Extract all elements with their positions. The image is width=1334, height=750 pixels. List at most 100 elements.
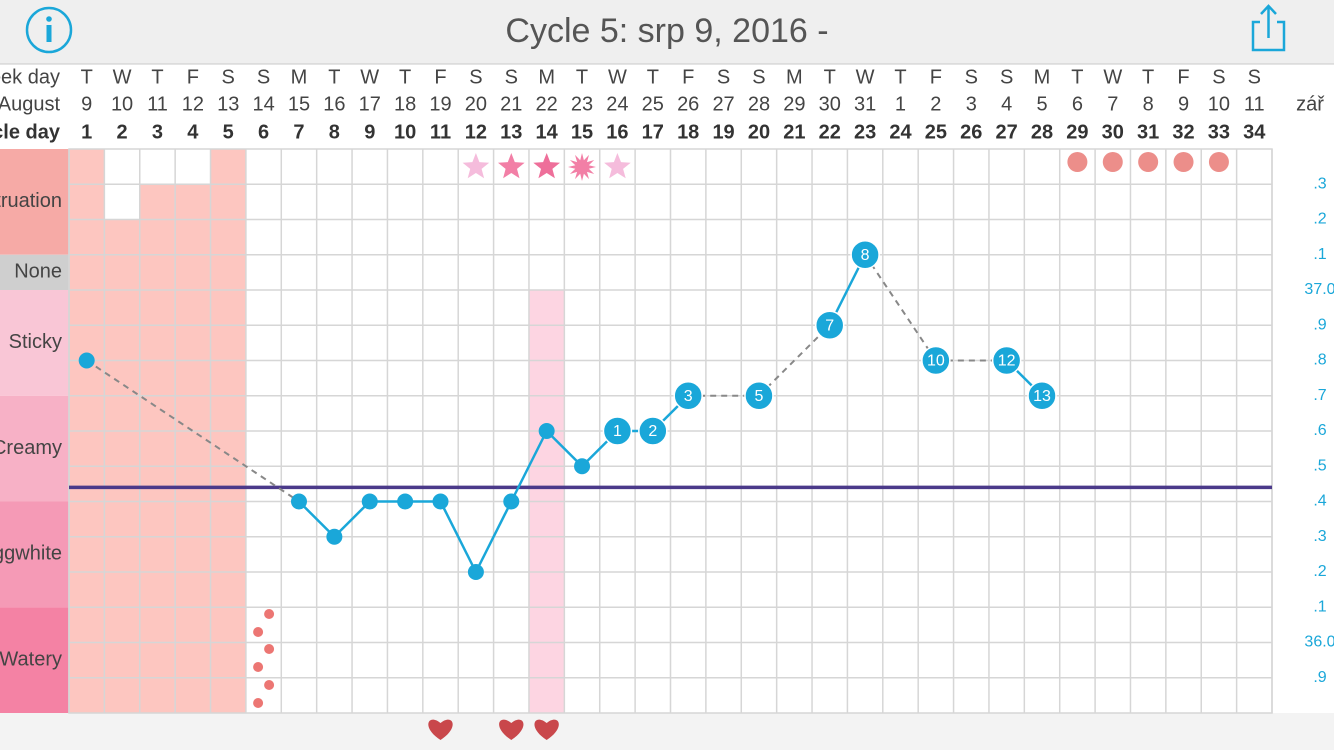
weekday-label: W	[360, 66, 379, 88]
date-label: 13	[217, 93, 239, 115]
weekday-label: T	[824, 66, 836, 88]
test-burst	[568, 153, 596, 181]
date-label: 28	[748, 93, 770, 115]
cycle-title: Cycle 5: srp 9, 2016 -	[505, 12, 828, 50]
date-label: 3	[966, 93, 977, 115]
chart: Menstruation None Sticky Creamy Eggwhite Wate…	[0, 66, 1334, 740]
cycle-day-label: 26	[960, 121, 982, 143]
row-label: August	[0, 93, 60, 115]
cycle-day-label: 19	[712, 121, 734, 143]
temp-point	[638, 416, 668, 446]
date-label: 16	[323, 93, 345, 115]
spotting-dot	[264, 680, 275, 690]
temp-point-label: 2	[648, 423, 657, 440]
weekday-label: M	[1034, 66, 1051, 88]
temp-point	[326, 528, 343, 545]
share-button[interactable]	[1251, 4, 1286, 52]
temp-gap-segment	[86, 359, 300, 503]
date-label: 31	[854, 93, 876, 115]
date-label: 15	[288, 93, 310, 115]
cycle-day-label: 7	[293, 121, 304, 143]
footer-strip	[0, 713, 1334, 750]
temp-point	[814, 310, 845, 340]
weekday-label: T	[151, 66, 163, 88]
date-label: 1	[895, 93, 906, 115]
weekday-label: F	[930, 66, 942, 88]
temp-point	[361, 493, 378, 510]
temp-point	[921, 345, 951, 376]
cycle-day-label: 17	[642, 121, 664, 143]
y-tick-label: .1	[1313, 246, 1326, 263]
temp-point	[574, 458, 591, 475]
heart	[428, 719, 453, 740]
date-label: 12	[182, 93, 204, 115]
y-tick-label: 37.0	[1304, 281, 1334, 298]
heart	[534, 719, 559, 740]
weekday-label: M	[786, 66, 803, 88]
y-tick-label: .8	[1313, 352, 1326, 369]
menstruation-bar	[139, 184, 176, 713]
date-label: 11	[1244, 93, 1265, 115]
temp-point	[602, 416, 633, 446]
cycle-day-label: 27	[996, 121, 1018, 143]
cycle-day-label: 29	[1066, 121, 1088, 143]
weekday-label: W	[113, 66, 132, 88]
date-label: 5	[1036, 93, 1047, 115]
cycle-day-label: 28	[1031, 121, 1053, 143]
y-tick-label: .3	[1313, 175, 1326, 192]
row-label: Cycle day	[0, 121, 61, 143]
date-label: 8	[1143, 93, 1154, 115]
date-label: 29	[783, 93, 805, 115]
date-label: 2	[930, 93, 941, 115]
cycle-day-label: 13	[500, 121, 522, 143]
side-row-label: None	[14, 261, 62, 283]
date-label: 14	[252, 93, 274, 115]
weekday-label: S	[469, 66, 482, 88]
weekday-label: T	[399, 66, 411, 88]
weekday-label: M	[291, 66, 308, 88]
weekday-label: S	[505, 66, 518, 88]
temp-point	[538, 423, 555, 439]
date-label: 20	[465, 93, 487, 115]
date-label: 26	[677, 93, 699, 115]
cycle-day-label: 2	[117, 121, 128, 143]
cycle-day-label: 16	[606, 121, 628, 143]
weekday-label: T	[894, 66, 906, 88]
cycle-day-label: 24	[889, 121, 912, 143]
weekday-label: F	[682, 66, 694, 88]
weekday-label: W	[1103, 66, 1122, 88]
y-tick-label: .2	[1313, 211, 1326, 228]
weekday-label: T	[576, 66, 588, 88]
side-row-label: Creamy	[0, 437, 62, 459]
date-label: 11	[147, 93, 168, 115]
cycle-day-label: 8	[329, 121, 340, 143]
cycle-day-label: 6	[258, 121, 269, 143]
test-star	[462, 153, 490, 179]
y-tick-label: .5	[1313, 457, 1326, 474]
temp-segment	[333, 500, 371, 538]
temp-point	[432, 493, 449, 510]
info-button[interactable]	[25, 6, 73, 54]
temp-segment	[298, 500, 336, 538]
cycle-day-label: 31	[1137, 121, 1159, 143]
cycle-day-label: 33	[1208, 121, 1230, 143]
cycle-day-label: 5	[223, 121, 234, 143]
cycle-day-label: 25	[925, 121, 947, 143]
temp-point-label: 10	[927, 353, 945, 370]
temp-point-label: 5	[755, 388, 764, 405]
cycle-day-label: 20	[748, 121, 770, 143]
cycle-day-label: 9	[364, 121, 375, 143]
date-label: 7	[1107, 93, 1118, 115]
next-month-label: zář	[1296, 93, 1325, 115]
temp-segment	[545, 430, 583, 468]
temp-point	[673, 381, 703, 411]
cycle-day-label: 10	[394, 121, 416, 143]
grid-border	[68, 148, 1273, 714]
heart	[499, 719, 524, 740]
temp-point	[78, 352, 95, 369]
date-label: 4	[1001, 93, 1012, 115]
spotting-dot	[253, 662, 264, 672]
header-bar	[0, 0, 1334, 64]
temp-point-label: 13	[1033, 388, 1051, 405]
